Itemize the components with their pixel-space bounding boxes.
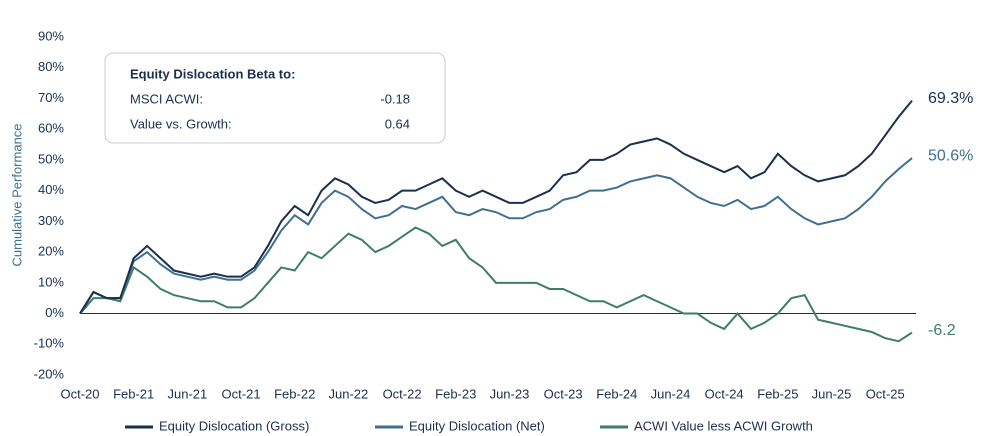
y-tick-label: 70%	[38, 90, 64, 105]
x-tick-label: Oct-25	[866, 386, 905, 401]
x-tick-label: Feb-21	[113, 386, 154, 401]
x-tick-label: Jun-25	[812, 386, 852, 401]
y-tick-label: 80%	[38, 59, 64, 74]
legend-label: Equity Dislocation (Gross)	[159, 418, 309, 433]
x-tick-label: Oct-20	[60, 386, 99, 401]
x-tick-label: Jun-21	[167, 386, 207, 401]
legend-label: ACWI Value less ACWI Growth	[634, 418, 813, 433]
x-tick-label: Jun-24	[651, 386, 691, 401]
inset-box	[104, 52, 446, 144]
inset-value: 0.64	[385, 116, 410, 131]
y-tick-label: 0%	[45, 305, 64, 320]
x-tick-label: Oct-22	[383, 386, 422, 401]
end-label: 69.3%	[928, 90, 973, 107]
y-tick-label: -10%	[34, 336, 65, 351]
x-tick-label: Oct-21	[222, 386, 261, 401]
series-line	[79, 157, 913, 315]
y-tick-label: 20%	[38, 244, 64, 259]
y-tick-label: 40%	[38, 182, 64, 197]
y-tick-label: 90%	[38, 28, 64, 43]
inset-value: -0.18	[380, 91, 410, 106]
inset-title: Equity Dislocation Beta to:	[130, 66, 295, 81]
x-tick-label: Jun-22	[329, 386, 369, 401]
end-label: -6.2	[928, 322, 956, 339]
y-tick-label: 10%	[38, 274, 64, 289]
x-tick-label: Oct-24	[705, 386, 744, 401]
end-label: 50.6%	[928, 147, 973, 164]
x-tick-label: Feb-23	[435, 386, 476, 401]
y-axis-label: Cumulative Performance	[9, 123, 24, 266]
x-tick-label: Oct-23	[544, 386, 583, 401]
x-tick-label: Feb-25	[757, 386, 798, 401]
y-tick-label: 60%	[38, 121, 64, 136]
inset-label: Value vs. Growth:	[130, 116, 232, 131]
y-tick-label: 50%	[38, 151, 64, 166]
inset-label: MSCI ACWI:	[130, 91, 203, 106]
series-line	[79, 226, 913, 343]
x-tick-label: Feb-24	[596, 386, 637, 401]
x-tick-label: Feb-22	[274, 386, 315, 401]
y-tick-label: 30%	[38, 213, 64, 228]
x-tick-label: Jun-23	[490, 386, 530, 401]
y-tick-label: -20%	[34, 366, 65, 381]
legend-label: Equity Dislocation (Net)	[409, 418, 545, 433]
series-line	[79, 99, 913, 315]
